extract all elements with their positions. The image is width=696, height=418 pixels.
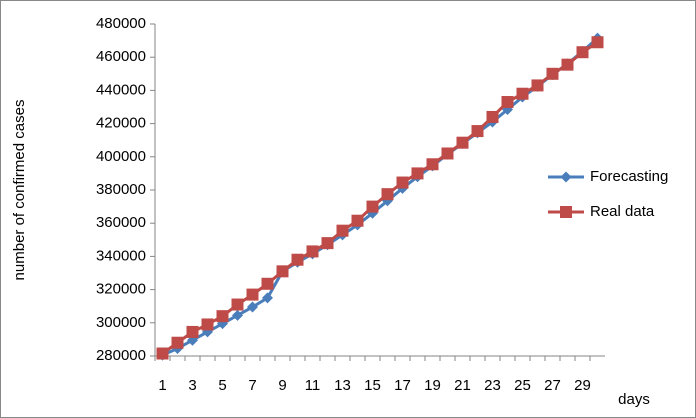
- marker: [351, 214, 364, 227]
- marker: [561, 58, 574, 71]
- x-tick-label: 15: [364, 377, 381, 394]
- y-tick-label: 420000: [96, 115, 146, 132]
- legend-label: Real data: [590, 203, 655, 220]
- marker: [456, 136, 469, 149]
- marker: [306, 245, 319, 258]
- legend-label: Forecasting: [590, 168, 668, 185]
- marker: [381, 188, 394, 201]
- marker: [591, 36, 604, 49]
- x-tick-label: 29: [574, 377, 591, 394]
- y-tick-label: 400000: [96, 148, 146, 165]
- marker: [366, 200, 379, 213]
- y-tick-label: 320000: [96, 281, 146, 298]
- marker: [247, 301, 258, 313]
- x-axis-title: days: [618, 391, 650, 408]
- marker: [276, 265, 289, 278]
- marker: [411, 167, 424, 180]
- y-tick-label: 300000: [96, 314, 146, 331]
- y-axis-title: number of confirmed cases: [11, 100, 28, 281]
- y-tick-label: 380000: [96, 181, 146, 198]
- y-tick-label: 360000: [96, 214, 146, 231]
- x-tick-label: 1: [158, 377, 166, 394]
- marker: [336, 224, 349, 237]
- y-tick-label: 440000: [96, 81, 146, 98]
- y-tick-label: 480000: [96, 15, 146, 32]
- marker: [261, 277, 274, 290]
- marker: [262, 292, 273, 304]
- marker: [501, 96, 514, 109]
- marker: [546, 67, 559, 80]
- marker: [246, 288, 259, 301]
- x-tick-label: 19: [424, 377, 441, 394]
- x-tick-label: 17: [394, 377, 411, 394]
- x-tick-label: 11: [305, 377, 321, 394]
- y-tick-label: 460000: [96, 48, 146, 65]
- marker: [441, 147, 454, 160]
- marker: [231, 298, 244, 311]
- marker: [291, 253, 304, 266]
- marker: [426, 158, 439, 171]
- x-tick-label: 25: [514, 377, 531, 394]
- marker: [486, 110, 499, 123]
- marker: [232, 309, 243, 321]
- marker: [471, 125, 484, 138]
- marker: [156, 347, 169, 360]
- y-tick-label: 340000: [96, 247, 146, 264]
- marker: [576, 46, 589, 59]
- marker: [516, 87, 529, 100]
- marker: [216, 310, 229, 323]
- marker: [186, 325, 199, 338]
- y-tick-label: 280000: [96, 347, 146, 364]
- x-tick-label: 21: [454, 377, 471, 394]
- marker: [531, 79, 544, 92]
- x-tick-label: 27: [544, 377, 561, 394]
- marker: [560, 171, 572, 183]
- x-tick-label: 23: [484, 377, 501, 394]
- x-tick-label: 3: [188, 377, 196, 394]
- x-tick-label: 7: [248, 377, 256, 394]
- marker: [396, 176, 409, 189]
- marker: [201, 318, 214, 331]
- x-tick-label: 9: [278, 377, 286, 394]
- x-tick-label: 13: [334, 377, 351, 394]
- marker: [171, 336, 184, 349]
- marker: [560, 206, 572, 218]
- x-tick-label: 5: [218, 377, 226, 394]
- marker: [321, 237, 334, 250]
